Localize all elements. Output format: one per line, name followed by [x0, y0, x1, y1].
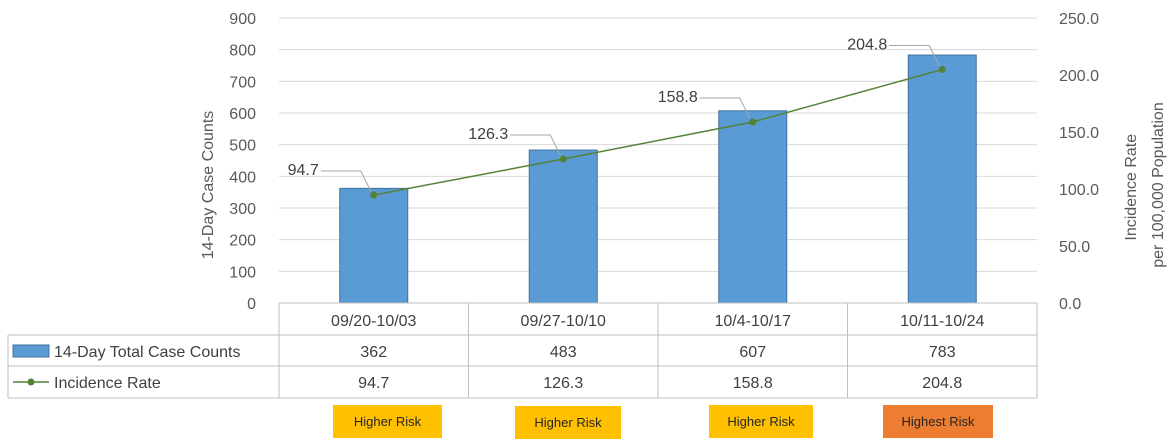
left-tick-label: 900: [229, 11, 256, 28]
table-cell: 126.3: [543, 375, 583, 392]
right-axis-ticks: 0.0 50.0 100.0 150.0 200.0 250.0: [1059, 11, 1099, 313]
data-label: 126.3: [468, 126, 508, 143]
table-cell: 204.8: [922, 375, 962, 392]
risk-badge-label: Highest Risk: [902, 414, 975, 429]
left-axis-ticks: 0 100 200 300 400 500 600 700 800 900: [229, 11, 256, 313]
risk-badge: [709, 405, 813, 438]
row-label: Incidence Rate: [54, 375, 161, 392]
line-point: [749, 118, 757, 126]
category-label: 10/4-10/17: [714, 313, 791, 330]
data-label: 94.7: [288, 162, 319, 179]
left-tick-label: 100: [229, 264, 256, 281]
table-cell: 783: [929, 344, 956, 361]
risk-badge-label: Higher Risk: [727, 414, 795, 429]
risk-badge-label: Higher Risk: [534, 415, 602, 430]
legend-key-bar: [12, 344, 50, 358]
right-tick-label: 200.0: [1059, 68, 1099, 85]
label-leader: [510, 134, 561, 156]
line-point: [370, 191, 378, 199]
legend-key-point: [27, 378, 35, 386]
line-point: [938, 66, 946, 74]
left-tick-label: 400: [229, 169, 256, 186]
risk-badge: [883, 405, 993, 438]
category-label: 09/20-10/03: [331, 313, 417, 330]
bar: [528, 149, 598, 304]
incidence-line: [373, 68, 943, 196]
label-leader: [889, 45, 940, 66]
left-tick-label: 300: [229, 201, 256, 218]
right-axis-title: Incidence Rate per 100,000 Population: [1123, 102, 1167, 267]
category-label: 09/27-10/10: [521, 313, 607, 330]
table-cell: 607: [739, 344, 766, 361]
right-tick-label: 50.0: [1059, 239, 1090, 256]
table-cell: 483: [550, 344, 577, 361]
right-tick-label: 250.0: [1059, 11, 1099, 28]
line-point: [559, 155, 567, 163]
label-leader: [699, 97, 751, 119]
left-axis-title: 14-Day Case Counts: [200, 111, 217, 260]
table-cell: 94.7: [358, 375, 389, 392]
left-tick-label: 0: [247, 296, 256, 313]
left-tick-label: 200: [229, 233, 256, 250]
category-label: 10/11-10/24: [900, 313, 984, 330]
risk-badge-label: Higher Risk: [354, 414, 422, 429]
risk-badge: [515, 406, 621, 439]
data-label: 204.8: [847, 37, 887, 54]
row-label: 14-Day Total Case Counts: [54, 344, 240, 361]
right-tick-label: 150.0: [1059, 125, 1099, 142]
line-series: [370, 66, 946, 199]
data-label: 158.8: [658, 89, 698, 106]
right-axis-title-line-1: Incidence Rate: [1123, 134, 1140, 241]
bar: [339, 187, 409, 304]
data-labels: 94.7 126.3 158.8 204.8: [288, 37, 940, 192]
left-tick-label: 800: [229, 43, 256, 60]
data-table: 09/20-10/03 09/27-10/10 10/4-10/17 10/11-10…: [7, 302, 1038, 399]
left-tick-label: 600: [229, 106, 256, 123]
table-cell: 158.8: [733, 375, 773, 392]
label-leader: [320, 170, 372, 192]
right-axis-title-line-2: per 100,000 Population: [1150, 102, 1167, 267]
risk-badge: [333, 405, 442, 438]
bar-series: [339, 54, 977, 304]
left-tick-label: 500: [229, 138, 256, 155]
right-tick-label: 100.0: [1059, 182, 1099, 199]
bar: [718, 110, 788, 304]
right-tick-label: 0.0: [1059, 296, 1081, 313]
bar: [907, 54, 977, 304]
left-tick-label: 700: [229, 74, 256, 91]
table-cell: 362: [360, 344, 387, 361]
risk-badges: Higher Risk Higher Risk Higher Risk Highest…: [333, 405, 993, 439]
